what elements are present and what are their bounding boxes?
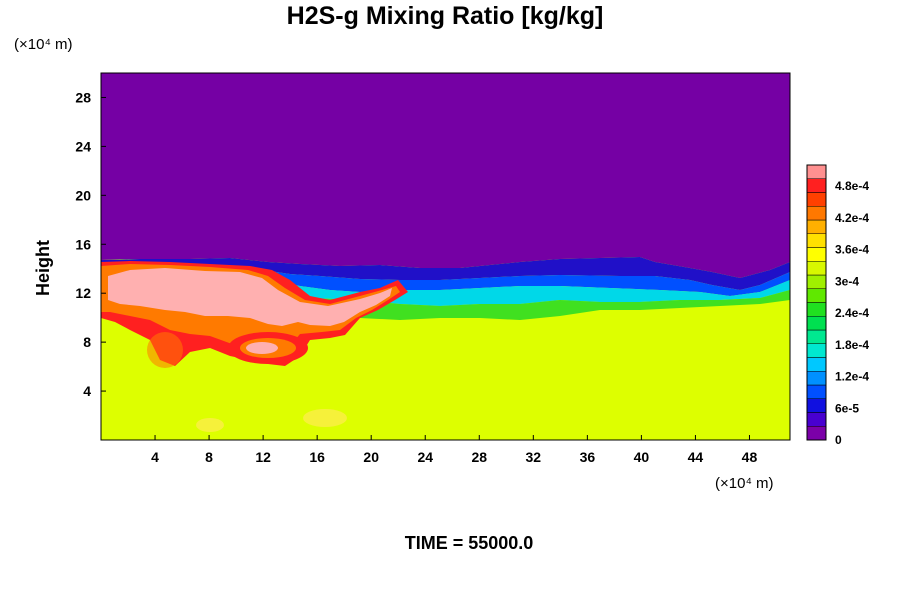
plot-frame bbox=[100, 72, 791, 441]
colorbar-swatch bbox=[806, 357, 827, 372]
colorbar-swatch bbox=[806, 371, 827, 386]
x-tick-label: 12 bbox=[255, 449, 271, 465]
chart-title: H2S-g Mixing Ratio [kg/kg] bbox=[287, 2, 604, 30]
colorbar-swatch bbox=[806, 426, 827, 441]
y-tick-label: 4 bbox=[83, 383, 91, 399]
y-tick-label: 24 bbox=[75, 138, 91, 154]
colorbar-swatch bbox=[806, 288, 827, 303]
colorbar: 0 6e-5 1.2e-4 1.8e-4 2.4e-4 3e-4 3.6e-4 4.2e-4 4… bbox=[806, 164, 869, 447]
y-tick-label: 28 bbox=[75, 89, 91, 105]
y-tick-label: 8 bbox=[83, 334, 91, 350]
x-tick-label: 48 bbox=[742, 449, 758, 465]
colorbar-swatch bbox=[806, 164, 827, 179]
colorbar-swatch bbox=[806, 274, 827, 289]
time-label: TIME = 55000.0 bbox=[405, 533, 534, 553]
colorbar-label: 3.6e-4 bbox=[835, 243, 869, 257]
colorbar-swatch bbox=[806, 412, 827, 427]
colorbar-swatch bbox=[806, 219, 827, 234]
colorbar-swatch bbox=[806, 178, 827, 193]
colorbar-label: 4.2e-4 bbox=[835, 211, 869, 225]
colorbar-label: 3e-4 bbox=[835, 274, 859, 288]
colorbar-swatch bbox=[806, 206, 827, 221]
x-axis-unit: (×10⁴ m) bbox=[715, 475, 774, 492]
plot-area bbox=[101, 73, 790, 440]
field-upper-band bbox=[101, 73, 790, 278]
colorbar-label: 1.8e-4 bbox=[835, 338, 869, 352]
transition-darkblue bbox=[101, 257, 790, 290]
colorbar-swatch bbox=[806, 343, 827, 358]
colorbar-swatch bbox=[806, 192, 827, 207]
y-tick-label: 20 bbox=[75, 187, 91, 203]
side-plume-orange bbox=[147, 332, 183, 368]
colorbar-swatch bbox=[806, 384, 827, 399]
colorbar-swatch bbox=[806, 302, 827, 317]
plume-core bbox=[108, 268, 392, 326]
y-axis-label: Height bbox=[33, 240, 53, 296]
x-tick-label: 20 bbox=[363, 449, 379, 465]
colorbar-swatch bbox=[806, 261, 827, 276]
lower-blob-2 bbox=[196, 418, 224, 432]
y-tick-label: 12 bbox=[75, 285, 91, 301]
colorbar-label: 4.8e-4 bbox=[835, 179, 869, 193]
colorbar-swatch bbox=[806, 233, 827, 248]
x-tick-label: 32 bbox=[526, 449, 542, 465]
colorbar-label: 1.2e-4 bbox=[835, 370, 869, 384]
x-tick-label: 44 bbox=[688, 449, 704, 465]
colorbar-frame bbox=[806, 164, 827, 441]
secondary-plume-core bbox=[246, 342, 278, 354]
colorbar-swatch bbox=[806, 329, 827, 344]
colorbar-swatch bbox=[806, 247, 827, 262]
colorbar-label: 2.4e-4 bbox=[835, 306, 869, 320]
x-tick-label: 28 bbox=[471, 449, 487, 465]
y-axis-unit: (×10⁴ m) bbox=[14, 36, 73, 53]
colorbar-swatch bbox=[806, 398, 827, 413]
colorbar-label: 6e-5 bbox=[835, 401, 859, 415]
colorbar-swatch bbox=[806, 316, 827, 331]
colorbar-label: 0 bbox=[835, 433, 842, 447]
x-tick-label: 36 bbox=[580, 449, 596, 465]
x-tick-label: 40 bbox=[634, 449, 650, 465]
x-axis-ticks: 4 8 12 16 20 24 28 32 36 40 44 48 bbox=[151, 435, 757, 465]
x-tick-label: 16 bbox=[309, 449, 325, 465]
x-tick-label: 24 bbox=[417, 449, 433, 465]
y-axis-ticks: 4 8 12 16 20 24 28 bbox=[75, 89, 106, 399]
x-tick-label: 8 bbox=[205, 449, 213, 465]
y-tick-label: 16 bbox=[75, 236, 91, 252]
x-tick-label: 4 bbox=[151, 449, 159, 465]
lower-blob bbox=[303, 409, 347, 427]
